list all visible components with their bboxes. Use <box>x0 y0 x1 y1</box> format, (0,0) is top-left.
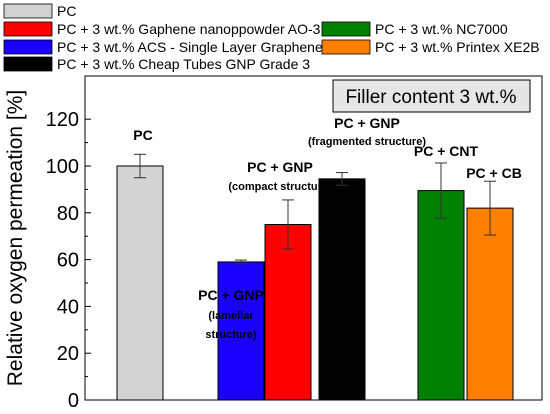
legend: PC PC + 3 wt.% Gaphene nanoppowder AO-3 PC… <box>3 3 540 72</box>
bar-annotation: (fragmented structure) <box>308 136 426 148</box>
y-tick-label: 100 <box>46 156 79 178</box>
bar-1 <box>116 165 164 401</box>
legend-swatch <box>3 56 53 72</box>
bar-annotation: (compact structure) <box>228 181 332 193</box>
bar-3 <box>264 224 312 401</box>
legend-swatch <box>321 21 371 37</box>
legend-label: PC + 3 wt.% Gaphene nanoppowder AO-3 <box>57 21 321 37</box>
bar-annotation: structure) <box>205 329 257 341</box>
bar-2 <box>217 261 265 401</box>
legend-label: PC + 3 wt.% ACS - Single Layer Graphene <box>57 39 323 55</box>
bar-annotation: PC <box>133 127 152 143</box>
legend-label: PC <box>57 3 76 19</box>
y-tick-label: 40 <box>57 296 79 318</box>
y-tick-label: 60 <box>57 250 79 272</box>
y-axis: 0 20 40 60 80 100 120 <box>46 109 91 412</box>
y-tick-label: 20 <box>57 343 79 365</box>
y-tick-label: 120 <box>46 109 79 131</box>
bar-annotation: PC + CB <box>466 165 522 181</box>
legend-swatch <box>3 39 53 55</box>
y-tick-label: 80 <box>57 203 79 225</box>
bar-4 <box>318 178 366 401</box>
bar-annotation: (lamellar <box>208 310 254 322</box>
legend-label: PC + 3 wt.% Printex XE2B <box>375 39 540 55</box>
legend-swatch <box>3 3 53 19</box>
bar-annotation: PC + GNP <box>198 287 264 303</box>
legend-label: PC + 3 wt.% Cheap Tubes GNP Grade 3 <box>57 56 310 72</box>
plot-frame <box>84 75 543 401</box>
y-tick-label: 0 <box>68 390 79 412</box>
bar-annotation: PC + CNT <box>414 143 479 159</box>
legend-label: PC + 3 wt.% NC7000 <box>375 21 508 37</box>
y-axis-label: Relative oxygen permeation [%] <box>4 90 27 387</box>
legend-swatch <box>321 39 371 55</box>
bars <box>116 165 514 401</box>
filler-content-label: Filler content 3 wt.% <box>345 87 516 108</box>
bar-annotations: PC PC + GNP (lamellar structure) PC + GNP (co… <box>133 115 522 341</box>
bar-5 <box>417 190 465 401</box>
legend-swatch <box>3 21 53 37</box>
bar-annotation: PC + GNP <box>334 115 400 131</box>
bar-annotation: PC + GNP <box>247 159 313 175</box>
bar-6 <box>466 207 514 401</box>
filler-content-box: Filler content 3 wt.% <box>332 79 531 113</box>
error-bars <box>134 153 496 265</box>
